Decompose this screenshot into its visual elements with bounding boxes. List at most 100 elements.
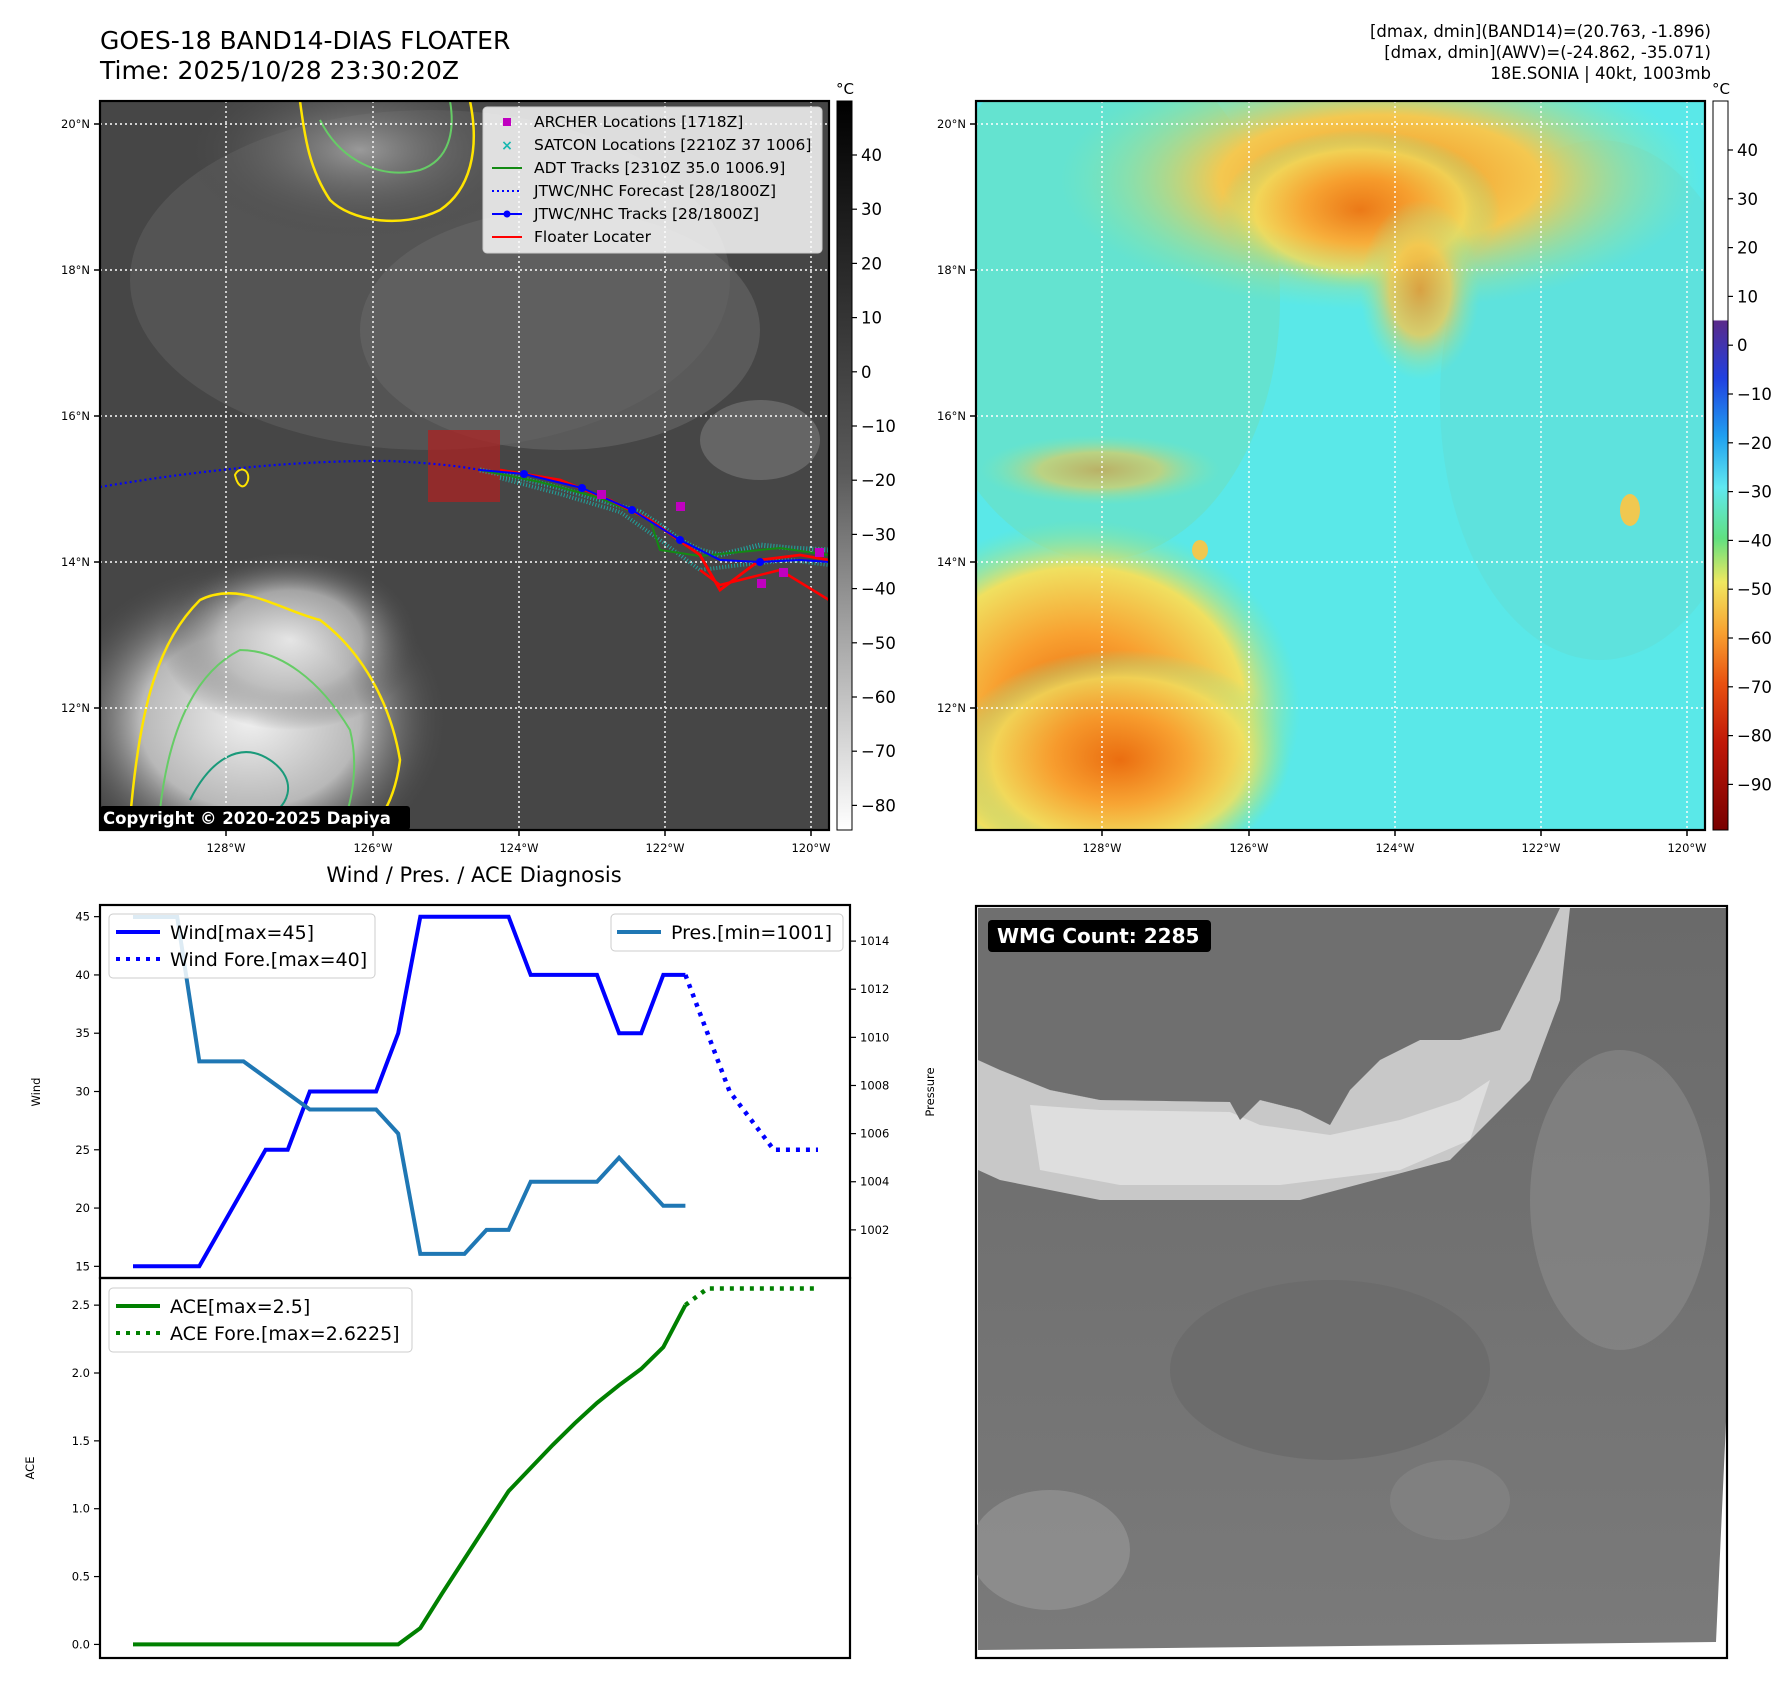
ir-lat-tick-label: 16°N	[61, 409, 90, 423]
awv-lat-tick-label: 20°N	[937, 117, 966, 131]
awv-colorbar-tick-label: 0	[1737, 336, 1748, 355]
wind-legend-label: Wind[max=45]	[170, 922, 314, 944]
awv-lat-tick-label: 14°N	[937, 555, 966, 569]
pressure-tick-label: 1008	[860, 1078, 889, 1092]
ir-colorbar-tick-label: 20	[861, 254, 882, 273]
wind-legend-label: Wind Fore.[max=40]	[170, 949, 367, 971]
ir-lon-tick-label: 124°W	[499, 841, 538, 855]
awv-colorbar-tick-label: 10	[1737, 287, 1758, 306]
awv-colorbar-tick-label: −60	[1737, 629, 1772, 648]
ir-colorbar-tick-label: −70	[861, 742, 896, 761]
ir-colorbar-tick-label: −60	[861, 688, 896, 707]
ir-colorbar-tick-label: −50	[861, 634, 896, 653]
ir-colorbar	[836, 100, 853, 831]
legend-dot-marker	[503, 210, 511, 218]
ace-tick-label: 2.5	[72, 1298, 90, 1312]
ace-tick-label: 1.0	[72, 1502, 90, 1516]
awv-colorbar-tick-label: −10	[1737, 385, 1772, 404]
awv-lon-tick-label: 122°W	[1521, 841, 1560, 855]
wind-forecast-line	[683, 974, 818, 1153]
legend-archer-marker	[503, 118, 511, 126]
ir-colorbar-tick-label: −10	[861, 417, 896, 436]
awv-lon-tick-label: 124°W	[1375, 841, 1414, 855]
legend-entry-label: SATCON Locations [2210Z 37 1006]	[534, 136, 811, 154]
pressure-line	[133, 915, 686, 1256]
pressure-tick-label: 1014	[860, 934, 889, 948]
floater-box	[428, 430, 500, 502]
forecast-track	[100, 459, 481, 489]
pressure-tick-label: 1006	[860, 1127, 889, 1141]
pressure-legend-label: Pres.[min=1001]	[671, 922, 832, 944]
ace-legend-box	[108, 1287, 413, 1353]
legend-satcon-marker: ×	[501, 138, 513, 154]
wind-tick-label: 25	[75, 1143, 90, 1157]
awv-colorbar-tick-label: −70	[1737, 678, 1772, 697]
ir-lat-tick-label: 18°N	[61, 263, 90, 277]
awv-colorbar-tick-label: 30	[1737, 190, 1758, 209]
awv-colorbar-tick-label: −20	[1737, 434, 1772, 453]
ace-tick-label: 2.0	[72, 1366, 90, 1380]
ir-colorbar-tick-label: 10	[861, 309, 882, 328]
ir-colorbar-tick-label: −80	[861, 796, 896, 815]
storm-info: 18E.SONIA | 40kt, 1003mb	[1490, 64, 1711, 83]
awv-lat-tick-label: 12°N	[937, 701, 966, 715]
awv-colorbar-unit: °C	[1712, 80, 1730, 98]
awv-colorbar-tick-label: −80	[1737, 727, 1772, 746]
adt-track	[479, 469, 829, 558]
awv-colorbar-tick-label: 20	[1737, 239, 1758, 258]
ace-axis-label: ACE	[23, 1457, 37, 1480]
ace-tick-label: 1.5	[72, 1434, 90, 1448]
diagnosis-title: Wind / Pres. / ACE Diagnosis	[326, 863, 621, 887]
ace-forecast-line	[684, 1286, 818, 1307]
ir-lat-tick-label: 12°N	[61, 701, 90, 715]
ir-lon-tick-label: 120°W	[791, 841, 830, 855]
legend-entry-label: JTWC/NHC Forecast [28/1800Z]	[533, 182, 776, 200]
legend-entry-label: ARCHER Locations [1718Z]	[534, 113, 743, 131]
ir-colorbar-tick-label: 30	[861, 200, 882, 219]
wind-tick-label: 20	[75, 1201, 90, 1215]
wind-line	[133, 914, 686, 1269]
wind-tick-label: 35	[75, 1026, 90, 1040]
ir-lon-tick-label: 122°W	[645, 841, 684, 855]
ir-colorbar-unit: °C	[836, 80, 854, 98]
ir-colorbar-tick-label: −40	[861, 580, 896, 599]
wmg-panel: WMG Count: 2285	[974, 904, 1729, 1660]
ir-colorbar-tick-label: 40	[861, 146, 882, 165]
pressure-legend-box	[610, 913, 844, 952]
ir-colorbar-tick-label: −30	[861, 525, 896, 544]
awv-lon-tick-label: 126°W	[1229, 841, 1268, 855]
wind-tick-label: 45	[75, 910, 90, 924]
wind-legend-box	[108, 913, 376, 979]
wmg-count-box	[988, 920, 1211, 952]
band14-range: [dmax, dmin](BAND14)=(20.763, -1.896)	[1369, 22, 1711, 41]
ir-lat-tick-label: 20°N	[61, 117, 90, 131]
wmg-count-label: WMG Count: 2285	[997, 924, 1199, 948]
pressure-tick-label: 1010	[860, 1030, 889, 1044]
ace-line	[133, 1304, 688, 1647]
legend-entry-label: ADT Tracks [2310Z 35.0 1006.9]	[534, 159, 785, 177]
awv-colorbar	[1712, 100, 1729, 831]
figure-time: Time: 2025/10/28 23:30:20Z	[100, 56, 459, 85]
ace-legend-label: ACE[max=2.5]	[170, 1296, 310, 1318]
awv-map-panel: 128°W 126°W 124°W 122°W 120°W 20°N 18°N 16°N 14…	[937, 80, 1772, 855]
ace-chart: 0.0 0.5 1.0 1.5 2.0 2.5 ACE[max=2.5] ACE Fore.[…	[72, 1276, 852, 1660]
figure-title: GOES-18 BAND14-DIAS FLOATER	[100, 26, 511, 55]
awv-colorbar-tick-label: −40	[1737, 531, 1772, 550]
awv-gridlines	[976, 101, 1705, 830]
awv-lat-tick-label: 16°N	[937, 409, 966, 423]
awv-lon-tick-label: 128°W	[1082, 841, 1121, 855]
wind-pressure-chart: 15 20 25 30 35 40 45 1002 1004 1006 1008 1010 1012 10…	[75, 903, 889, 1280]
wind-tick-label: 40	[75, 968, 90, 982]
awv-range: [dmax, dmin](AWV)=(-24.862, -35.071)	[1384, 43, 1711, 62]
legend-entry-label: JTWC/NHC Tracks [28/1800Z]	[533, 205, 759, 223]
archer-points	[597, 490, 824, 588]
wmg-field	[978, 908, 1727, 1650]
ir-lat-tick-label: 14°N	[61, 555, 90, 569]
wind-tick-label: 15	[75, 1259, 90, 1273]
wind-tick-label: 30	[75, 1085, 90, 1099]
awv-colorbar-tick-label: −30	[1737, 483, 1772, 502]
ir-map-panel: Copyright © 2020-2025 Dapiya ARCHER Loca…	[61, 80, 896, 855]
pressure-tick-label: 1002	[860, 1223, 889, 1237]
ir-lon-tick-label: 126°W	[353, 841, 392, 855]
ir-colorbar-tick-label: 0	[861, 363, 872, 382]
